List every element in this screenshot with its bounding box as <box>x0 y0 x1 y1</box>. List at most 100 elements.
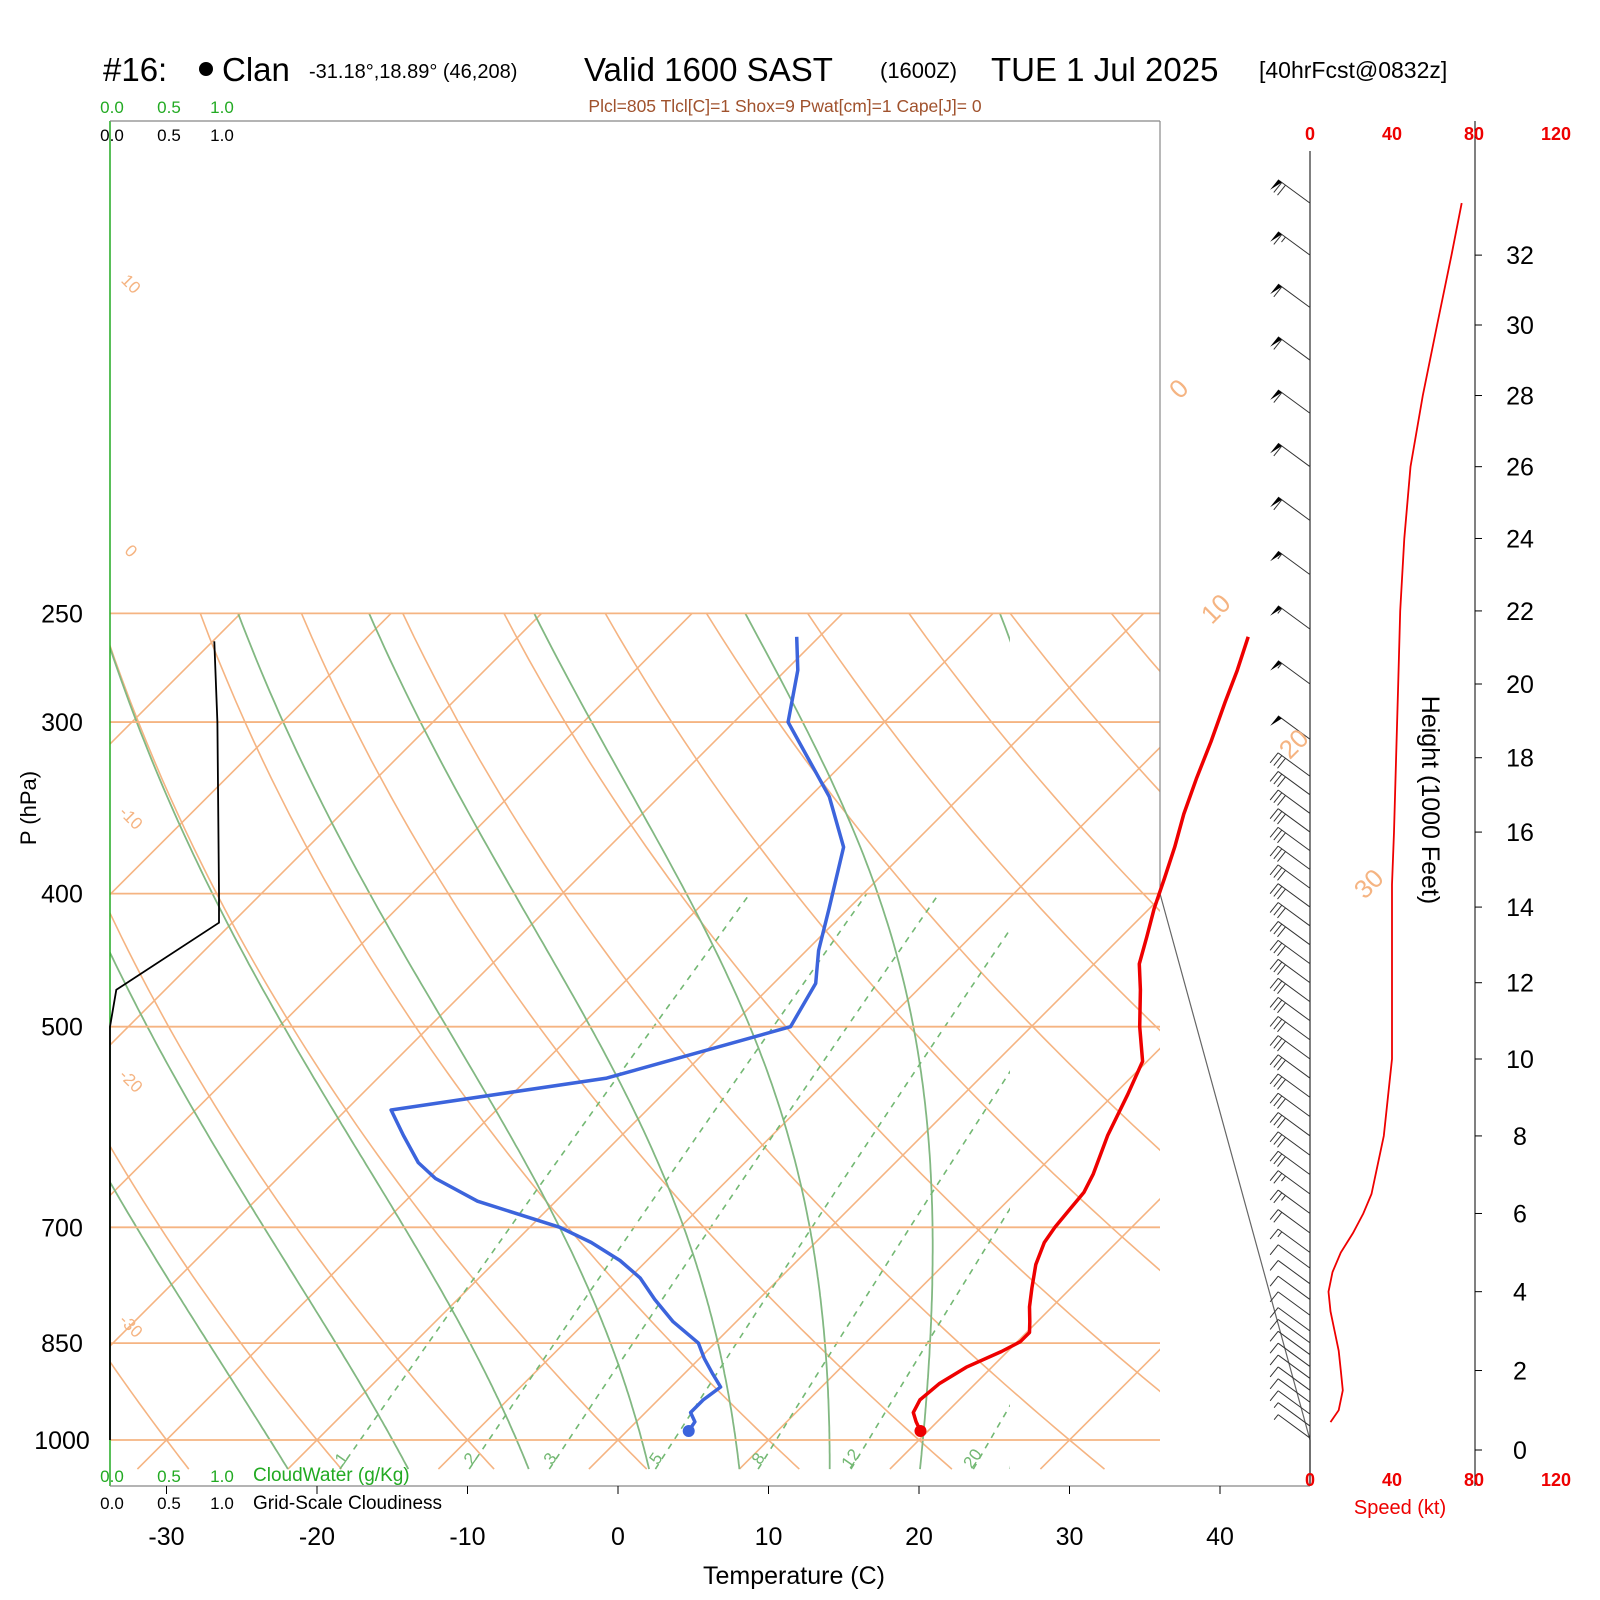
cloudwater-tick-bottom-2: 1.0 <box>210 1467 234 1486</box>
wind-barb <box>1273 1414 1311 1439</box>
wind-barb-flag <box>1273 942 1283 954</box>
wind-barb-flag <box>1273 980 1283 992</box>
wind-barb <box>1270 496 1311 521</box>
dry-adiabat-line <box>110 1144 343 1470</box>
wind-barb-flag <box>1277 964 1286 976</box>
wind-barb-flag <box>1273 867 1283 878</box>
wind-barb-flag <box>1273 829 1283 841</box>
wind-barb <box>1270 550 1311 576</box>
dry-adiabat-line <box>807 612 1160 1032</box>
wind-barb <box>1270 660 1311 685</box>
wind-barb-staff <box>1277 826 1311 852</box>
wind-barb <box>1270 442 1311 468</box>
wind-barb-flag <box>1269 1092 1279 1104</box>
wind-barb-staff <box>1277 1260 1311 1285</box>
wind-barb <box>1269 1228 1311 1253</box>
isotherm-line <box>738 1047 1160 1470</box>
isotherm-line <box>1492 613 1600 1469</box>
temperature-line <box>911 636 1250 1432</box>
height-tick-label: 12 <box>1506 970 1534 998</box>
wind-barb-flag <box>1273 1095 1283 1107</box>
wind-barb-pennant <box>1270 497 1282 508</box>
wind-barb-flag <box>1273 1192 1283 1204</box>
wind-barb-flag <box>1269 902 1279 913</box>
wind-barb-flag <box>1273 499 1283 511</box>
temperature-line-surface-marker <box>914 1424 927 1437</box>
wind-barb-flag <box>1269 789 1279 801</box>
wind-barb <box>1269 1354 1311 1379</box>
wind-barb-flag <box>1277 851 1286 862</box>
wind-barb-flag <box>1269 1112 1279 1123</box>
wind-barb-staff <box>1277 1228 1311 1253</box>
dry-adiabat-line <box>199 613 800 1470</box>
wind-barb <box>1269 958 1311 984</box>
height-tick-label: 24 <box>1506 525 1534 553</box>
isotherm-line <box>136 612 994 1470</box>
wind-barb-staff <box>1277 1414 1311 1439</box>
isotherm-label: 30 <box>1348 863 1390 905</box>
dry-adiabat-line <box>503 613 1160 1393</box>
wind-barb <box>1270 179 1311 204</box>
wind-barb <box>1269 771 1311 796</box>
height-tick-label: 32 <box>1506 242 1534 270</box>
wind-barb-flag <box>1269 1378 1279 1390</box>
wind-barb-pennant <box>1270 660 1282 671</box>
mixing-ratio-line <box>548 893 940 1470</box>
wind-barb-staff <box>1277 883 1311 908</box>
dry-adiabat-line <box>110 1360 190 1470</box>
wind-barb <box>1269 845 1311 870</box>
cloudwater-label: CloudWater (g/Kg) <box>253 1465 410 1486</box>
wind-barb <box>1269 826 1311 852</box>
wind-barb-staff <box>1277 1073 1311 1098</box>
cloudiness-tick-top-0: 0.0 <box>100 126 124 145</box>
wind-barb <box>1269 1366 1311 1391</box>
wind-barb-flag <box>1277 1021 1286 1033</box>
wind-barb-flag <box>1277 1098 1286 1109</box>
wind-barb-flag <box>1273 886 1283 897</box>
wind-barb <box>1269 1073 1311 1098</box>
wind-barb-flag <box>1269 808 1279 819</box>
wind-barb-staff <box>1277 958 1311 984</box>
wind-barb-staff <box>1277 1342 1311 1367</box>
pressure-tick-label: 300 <box>41 709 83 737</box>
wind-barb-staff <box>1277 996 1311 1022</box>
wind-barb-staff <box>1277 283 1311 308</box>
wind-barb-flag <box>1273 848 1283 860</box>
wind-barb <box>1269 1244 1311 1269</box>
wind-barb-flag <box>1269 1228 1279 1240</box>
height-tick-label: 26 <box>1506 454 1534 482</box>
wind-barb-staff <box>1277 1131 1311 1156</box>
temperature-profile <box>911 636 1250 1437</box>
wind-barb-pennant <box>1270 605 1282 616</box>
wind-barb-staff <box>1277 1275 1311 1300</box>
wind-barb-flag <box>1269 978 1279 989</box>
x-tick-label: -30 <box>148 1523 184 1551</box>
speed-line <box>1327 202 1463 1423</box>
wind-barb-flag <box>1269 1131 1279 1143</box>
mixing-ratio-line <box>850 1207 1010 1470</box>
isotherm-line <box>110 612 392 896</box>
height-tick-label: 20 <box>1506 671 1534 699</box>
cloudwater-tick-bottom-0: 0.0 <box>100 1467 124 1486</box>
wind-barb-staff <box>1277 1319 1311 1344</box>
mixing-ratio-line <box>972 1404 1010 1470</box>
wind-barb-flag <box>1273 923 1283 935</box>
dry-adiabat-line <box>0 613 36 1469</box>
wind-barb <box>1269 808 1311 833</box>
wind-barb <box>1270 605 1311 630</box>
wind-barb-half-flag <box>1277 1231 1283 1238</box>
wind-barb-flag <box>1277 1040 1286 1052</box>
wind-barb-flag <box>1269 1330 1279 1342</box>
wind-barbs <box>1269 179 1311 1439</box>
wind-barb-staff <box>1277 389 1311 414</box>
cloudiness-tick-top-1: 0.5 <box>157 126 181 145</box>
wind-barb-staff <box>1277 605 1311 630</box>
dry-adiabat-line <box>1110 612 1160 673</box>
wind-barb-flag <box>1273 1211 1283 1223</box>
isotherm-line <box>110 612 844 1348</box>
isotherm-line <box>437 746 1160 1470</box>
cloudiness-tick-bottom-1: 0.5 <box>157 1494 181 1513</box>
isotherm-line <box>110 612 242 746</box>
wind-barb-flag <box>1269 864 1279 876</box>
